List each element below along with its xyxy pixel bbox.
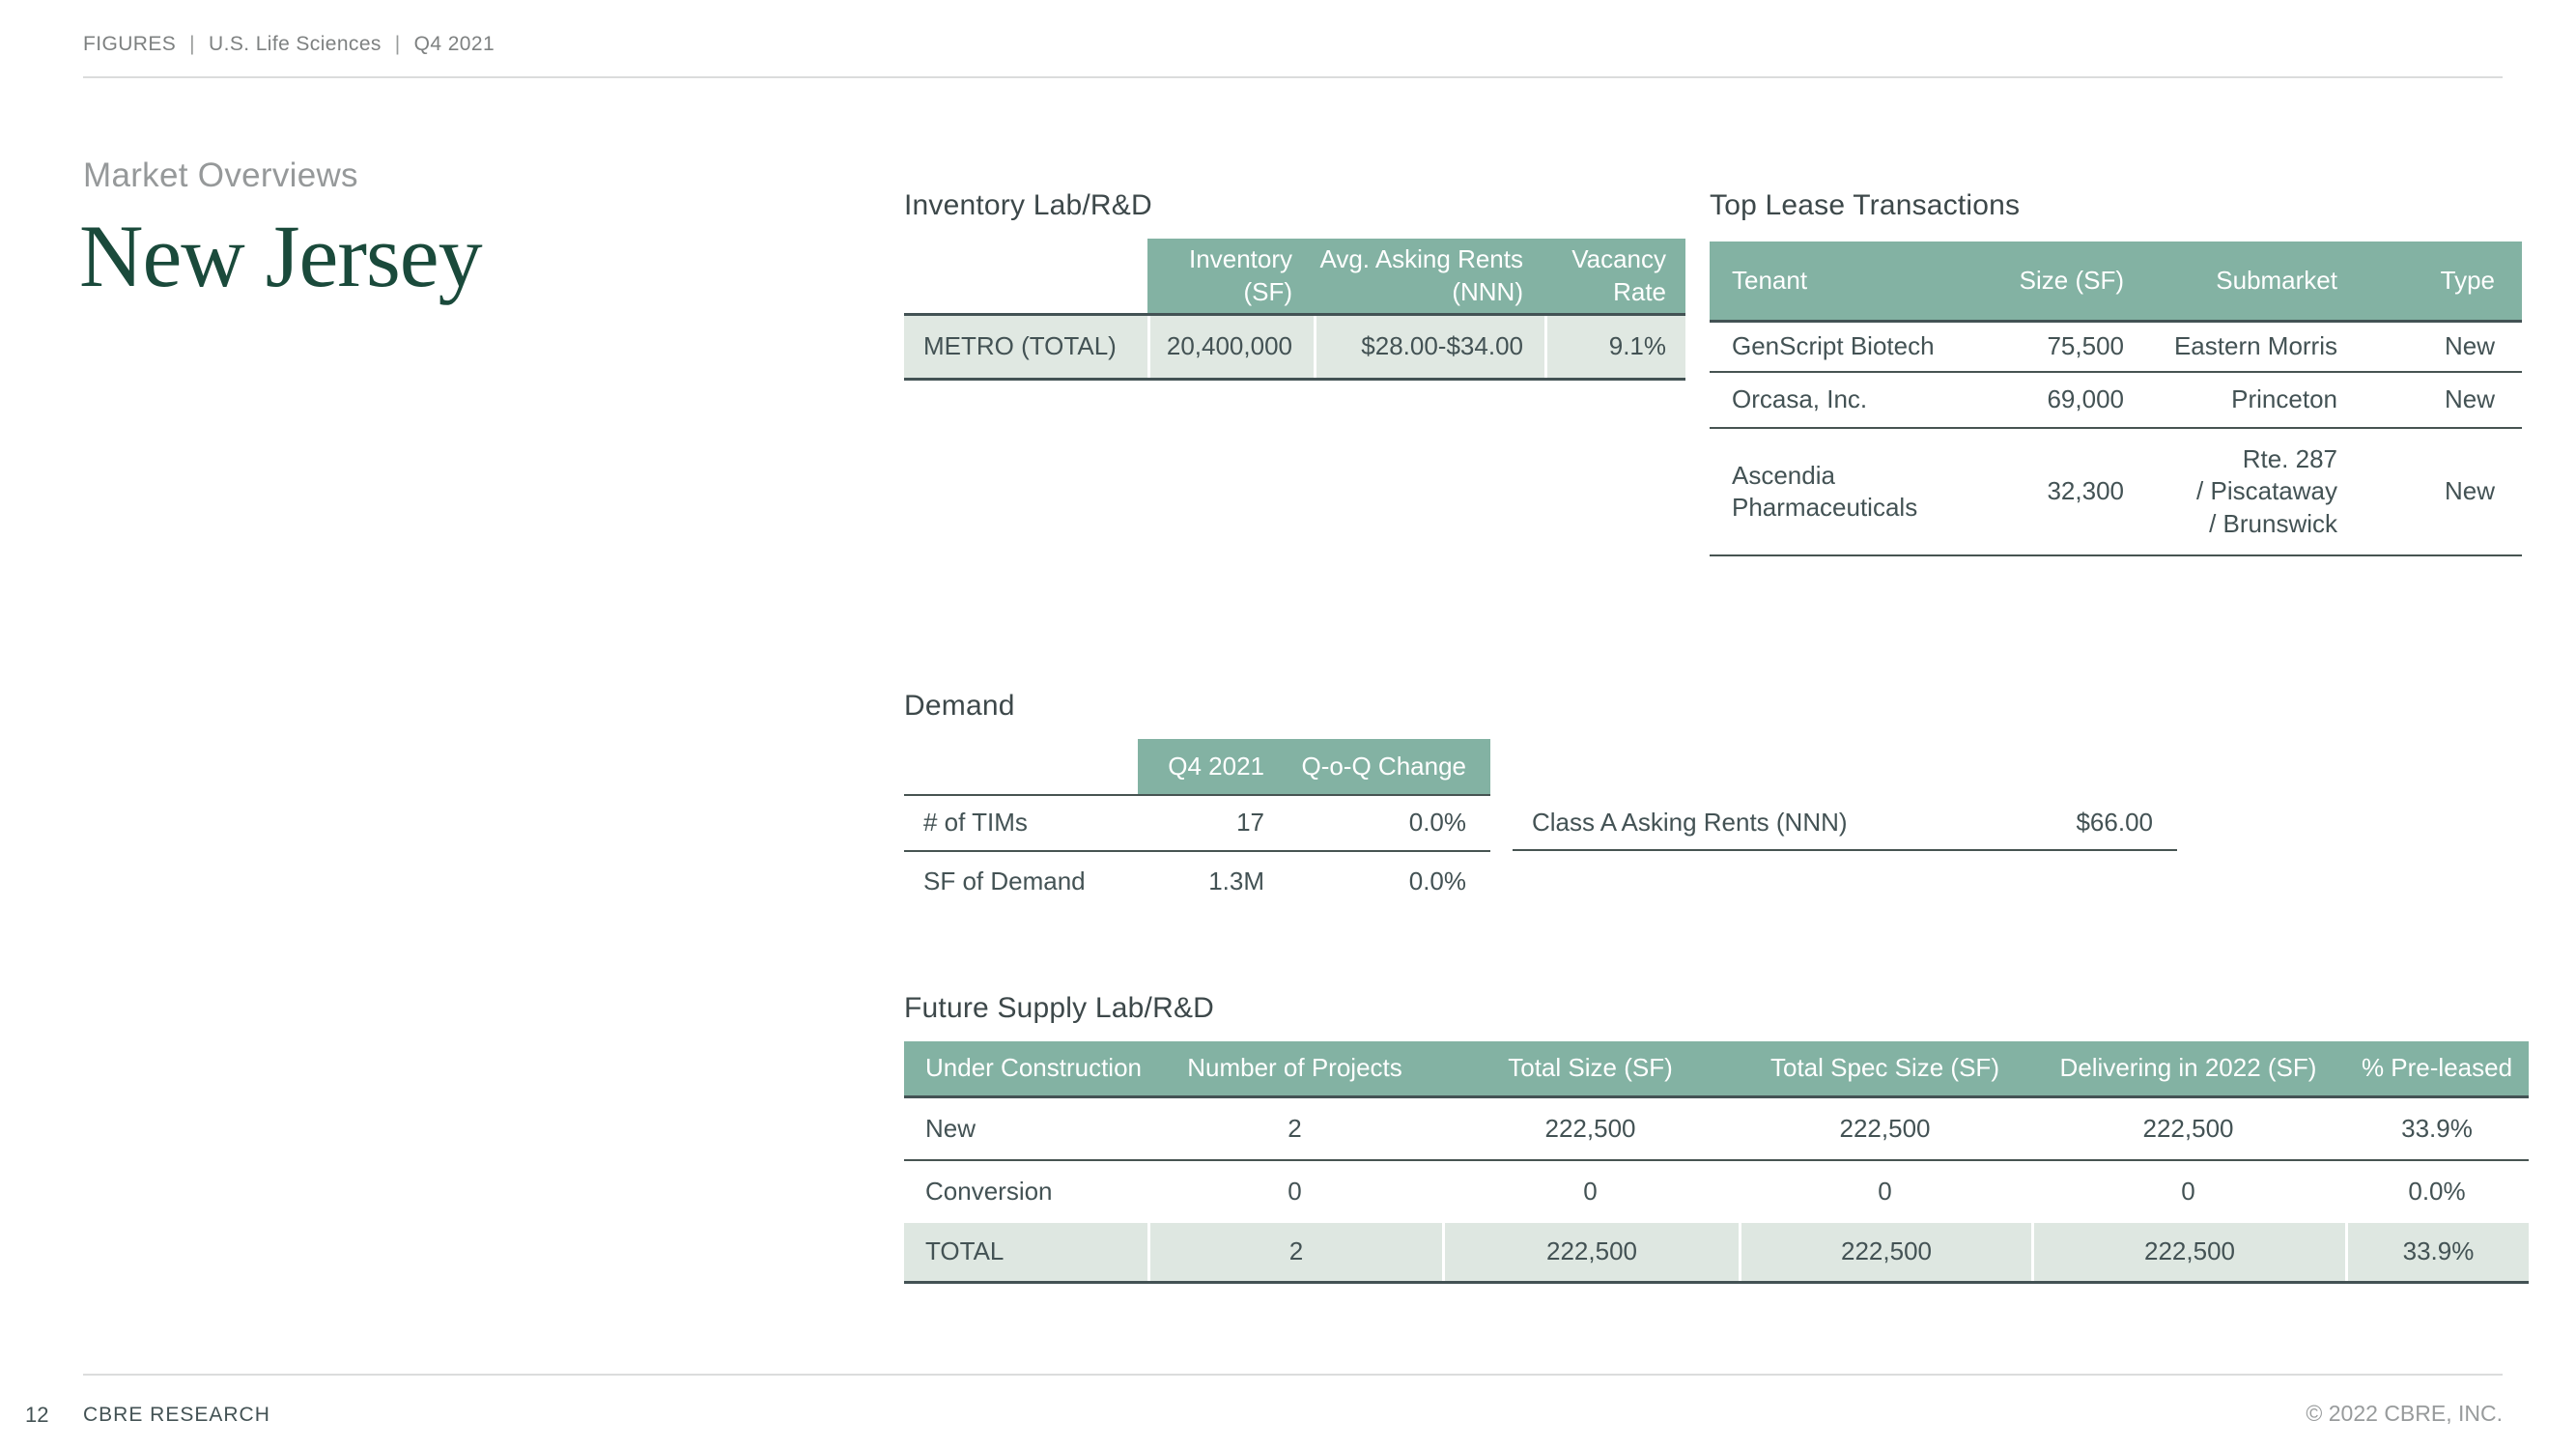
future-supply-total-spec-size: 222,500 — [1739, 1223, 2031, 1281]
header-divider — [83, 76, 2503, 78]
demand-table: Q4 2021 Q-o-Q Change # of TIMs 17 0.0% S… — [904, 739, 1490, 912]
top-lease-type: New — [2444, 476, 2495, 506]
future-supply-row-projects: 0 — [1288, 1177, 1302, 1207]
top-lease-size: 69,000 — [2047, 384, 2124, 414]
footer-divider — [83, 1374, 2503, 1376]
inventory-header-asking-rents: Avg. Asking Rents (NNN) — [1314, 239, 1544, 313]
future-supply-header-total-size: Total Size (SF) — [1508, 1053, 1673, 1083]
breadcrumb-separator: | — [189, 33, 196, 55]
top-lease-header-submarket: Submarket — [2216, 265, 2337, 295]
inventory-header-blank — [904, 239, 1147, 313]
inventory-metro-vacancy-rate: 9.1% — [1544, 316, 1685, 378]
top-lease-header-tenant: Tenant — [1732, 265, 1808, 295]
future-supply-row-label: Conversion — [925, 1177, 1053, 1207]
breadcrumb-item-quarter: Q4 2021 — [413, 33, 495, 55]
future-supply-header-preleased: % Pre-leased — [2361, 1053, 2513, 1083]
future-supply-row-total-size: 0 — [1583, 1177, 1598, 1207]
future-supply-total-projects: 2 — [1147, 1223, 1442, 1281]
future-supply-header-delivering: Delivering in 2022 (SF) — [2059, 1053, 2317, 1083]
future-supply-row-spec-size: 0 — [1878, 1177, 1892, 1207]
footer-copyright: © 2022 CBRE, INC. — [2306, 1401, 2503, 1426]
page-number: 12 — [25, 1403, 49, 1427]
top-lease-header-type: Type — [2440, 265, 2495, 295]
demand-row: SF of Demand 1.3M 0.0% — [904, 852, 1490, 912]
class-a-rents-row: Class A Asking Rents (NNN) $66.00 — [1513, 796, 2177, 851]
future-supply-row-projects: 2 — [1288, 1113, 1302, 1143]
inventory-section-title: Inventory Lab/R&D — [904, 189, 1152, 221]
breadcrumb-item-figures: FIGURES — [83, 33, 177, 55]
top-lease-section-title: Top Lease Transactions — [1710, 189, 2021, 221]
inventory-header-inventory-sf: Inventory (SF) — [1147, 239, 1314, 313]
inventory-metro-inventory-sf: 20,400,000 — [1147, 316, 1314, 378]
future-supply-row-preleased: 33.9% — [2401, 1113, 2473, 1143]
demand-row-label: # of TIMs — [923, 808, 1028, 838]
future-supply-total-delivering: 222,500 — [2031, 1223, 2345, 1281]
top-lease-row: Ascendia Pharmaceuticals 32,300 Rte. 287… — [1710, 429, 2522, 556]
future-supply-row-label: New — [925, 1113, 977, 1143]
future-supply-header-under-construction: Under Construction — [925, 1053, 1142, 1083]
top-lease-submarket: Princeton — [2231, 384, 2337, 414]
top-lease-header-row: Tenant Size (SF) Submarket Type — [1710, 242, 2522, 323]
top-lease-submarket: Eastern Morris — [2173, 331, 2337, 361]
top-lease-header-size: Size (SF) — [2019, 265, 2124, 295]
future-supply-row-preleased: 0.0% — [2408, 1177, 2466, 1207]
demand-row: # of TIMs 17 0.0% — [904, 796, 1490, 852]
top-lease-tenant: Orcasa, Inc. — [1732, 384, 1868, 414]
breadcrumb-item-series: U.S. Life Sciences — [209, 33, 382, 55]
inventory-table: Inventory (SF) Avg. Asking Rents (NNN) V… — [904, 239, 1685, 381]
demand-header-row: Q4 2021 Q-o-Q Change — [904, 739, 1490, 796]
top-lease-row: GenScript Biotech 75,500 Eastern Morris … — [1710, 323, 2522, 373]
class-a-rents-label: Class A Asking Rents (NNN) — [1532, 808, 1848, 837]
future-supply-row-spec-size: 222,500 — [1839, 1113, 1931, 1143]
top-lease-type: New — [2444, 384, 2495, 414]
future-supply-row-delivering: 222,500 — [2142, 1113, 2234, 1143]
inventory-header-vacancy-rate: Vacancy Rate — [1544, 239, 1685, 313]
top-lease-row: Orcasa, Inc. 69,000 Princeton New — [1710, 373, 2522, 429]
future-supply-header-spec-size: Total Spec Size (SF) — [1770, 1053, 1999, 1083]
future-supply-section-title: Future Supply Lab/R&D — [904, 992, 1215, 1024]
demand-row-q4: 17 — [1236, 808, 1264, 838]
future-supply-total-label: TOTAL — [925, 1236, 1005, 1266]
demand-row-qoq: 0.0% — [1408, 867, 1466, 896]
future-supply-total-row: TOTAL 2 222,500 222,500 222,500 33.9% — [904, 1223, 2529, 1284]
demand-row-q4: 1.3M — [1208, 867, 1264, 896]
inventory-metro-asking-rents: $28.00-$34.00 — [1314, 316, 1544, 378]
future-supply-row-delivering: 0 — [2181, 1177, 2195, 1207]
demand-header-blank — [904, 739, 1138, 794]
demand-header-q4: Q4 2021 — [1138, 739, 1289, 794]
future-supply-header-row: Under Construction Number of Projects To… — [904, 1041, 2529, 1098]
inventory-metro-label: METRO (TOTAL) — [923, 331, 1117, 361]
future-supply-row: Conversion 0 0 0 0 0.0% — [904, 1161, 2529, 1223]
top-lease-tenant: Ascendia Pharmaceuticals — [1732, 460, 1918, 522]
page-eyebrow: Market Overviews — [83, 156, 358, 194]
top-lease-tenant: GenScript Biotech — [1732, 331, 1935, 361]
demand-header-qoq: Q-o-Q Change — [1289, 739, 1490, 794]
breadcrumb: FIGURES | U.S. Life Sciences | Q4 2021 — [83, 33, 495, 56]
future-supply-table: Under Construction Number of Projects To… — [904, 1041, 2529, 1284]
breadcrumb-separator: | — [394, 33, 401, 55]
future-supply-total-total-size: 222,500 — [1442, 1223, 1739, 1281]
top-lease-submarket: Rte. 287 / Piscataway / Brunswick — [2196, 444, 2337, 538]
footer-research-label: CBRE RESEARCH — [83, 1404, 270, 1426]
inventory-header-row: Inventory (SF) Avg. Asking Rents (NNN) V… — [904, 239, 1685, 316]
inventory-metro-row: METRO (TOTAL) 20,400,000 $28.00-$34.00 9… — [904, 316, 1685, 381]
top-lease-size: 32,300 — [2047, 476, 2124, 506]
future-supply-row-total-size: 222,500 — [1544, 1113, 1636, 1143]
top-lease-table: Tenant Size (SF) Submarket Type GenScrip… — [1710, 242, 2522, 556]
demand-row-label: SF of Demand — [923, 867, 1086, 896]
future-supply-header-projects: Number of Projects — [1187, 1053, 1402, 1083]
demand-section-title: Demand — [904, 690, 1015, 722]
demand-row-qoq: 0.0% — [1408, 808, 1466, 838]
future-supply-row: New 2 222,500 222,500 222,500 33.9% — [904, 1098, 2529, 1161]
future-supply-total-preleased: 33.9% — [2345, 1223, 2529, 1281]
top-lease-type: New — [2444, 331, 2495, 361]
top-lease-size: 75,500 — [2047, 331, 2124, 361]
page-title: New Jersey — [79, 207, 483, 305]
class-a-rents-value: $66.00 — [2076, 808, 2153, 837]
